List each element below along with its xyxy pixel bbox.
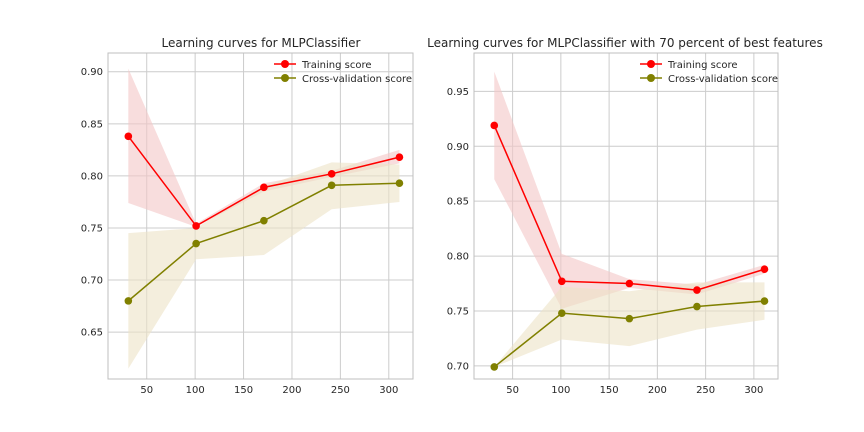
left-chart-bands (128, 68, 400, 369)
right-chart-ticks: 50 100 150 200 250 300 0.70 0.75 0.80 0.85 0.90 0.9… (447, 87, 764, 396)
left-chart-xtick-label: 250 (331, 385, 350, 396)
right-chart-xtick-label: 200 (648, 385, 667, 396)
right-chart-legend: Training score Cross-validation score (640, 60, 778, 85)
left-chart-cv-point (395, 179, 404, 187)
right-chart-points (490, 121, 769, 371)
left-chart-training-point (124, 132, 133, 141)
left-chart-ytick-label: 0.70 (81, 276, 103, 287)
right-chart-title: Learning curves for MLPClassifier with 7… (427, 36, 823, 50)
right-chart-ytick-label: 0.85 (447, 197, 469, 208)
right-chart-training-point (760, 265, 769, 274)
right-chart-xtick-label: 100 (551, 385, 570, 396)
left-chart-training-point (395, 153, 404, 161)
left-chart-ytick-label: 0.80 (81, 171, 103, 182)
right-chart-training-point (693, 286, 701, 294)
right-chart-training-point (625, 279, 634, 288)
left-legend-training-marker (281, 60, 289, 68)
right-chart-training-point (558, 277, 566, 286)
right-chart-xtick-label: 150 (600, 385, 619, 396)
left-chart-cv-point (124, 297, 133, 305)
left-chart-cv-point (327, 181, 336, 190)
right-legend-training-label: Training score (667, 60, 738, 71)
left-chart-ytick-label: 0.85 (81, 119, 103, 130)
left-chart-xtick-label: 200 (282, 385, 301, 396)
left-chart-ticks: 50 100 150 200 250 300 0.65 0.70 0.75 0.80 0.85 0.9… (81, 67, 399, 396)
left-chart-training-point (192, 222, 200, 230)
left-chart-cv-band (128, 162, 400, 369)
left-legend-cv-marker (281, 74, 289, 82)
left-chart-ytick-label: 0.75 (81, 223, 103, 234)
left-legend-cv-label: Cross-validation score (302, 74, 412, 85)
left-chart-ytick-label: 0.65 (81, 328, 103, 339)
left-chart-training-point (260, 183, 268, 192)
right-chart-panel: Learning curves for MLPClassifier with 7… (427, 36, 823, 396)
left-legend-training-label: Training score (301, 60, 372, 71)
right-chart-cv-point (760, 297, 769, 305)
left-chart-legend: Training score Cross-validation score (274, 60, 412, 85)
right-chart-cv-point (693, 302, 701, 311)
right-chart-cv-point (490, 363, 499, 371)
right-chart-xtick-label: 250 (696, 385, 715, 396)
right-chart-ytick-label: 0.95 (447, 87, 469, 98)
left-chart-points (124, 132, 404, 305)
right-chart-frame (473, 52, 779, 380)
left-chart-ytick-label: 0.90 (81, 67, 103, 78)
left-chart-title: Learning curves for MLPClassifier (162, 36, 361, 50)
left-chart-panel: Learning curves for MLPClassifier 50 100 1… (81, 36, 414, 396)
right-legend-cv-marker (647, 74, 655, 82)
left-chart-xtick-label: 100 (186, 385, 205, 396)
right-chart-cv-point (625, 314, 634, 323)
right-chart-cv-point (558, 309, 566, 317)
right-chart-ytick-label: 0.70 (447, 361, 469, 372)
right-chart-xtick-label: 50 (506, 385, 519, 396)
left-chart-xtick-label: 50 (140, 385, 153, 396)
right-chart-training-point (490, 121, 499, 130)
right-chart-xtick-label: 300 (744, 385, 763, 396)
right-chart-grid (474, 53, 778, 379)
left-chart-xtick-label: 150 (234, 385, 253, 396)
left-chart-frame (107, 52, 414, 380)
left-chart-training-band (128, 68, 400, 227)
right-chart-ytick-label: 0.80 (447, 252, 469, 263)
right-legend-cv-label: Cross-validation score (668, 74, 778, 85)
right-chart-ytick-label: 0.90 (447, 142, 469, 153)
right-legend-training-marker (647, 60, 655, 68)
left-chart-cv-point (192, 239, 200, 248)
left-chart-xtick-label: 300 (379, 385, 398, 396)
right-chart-ytick-label: 0.75 (447, 306, 469, 317)
left-chart-training-point (327, 170, 336, 178)
left-chart-cv-point (260, 216, 268, 225)
